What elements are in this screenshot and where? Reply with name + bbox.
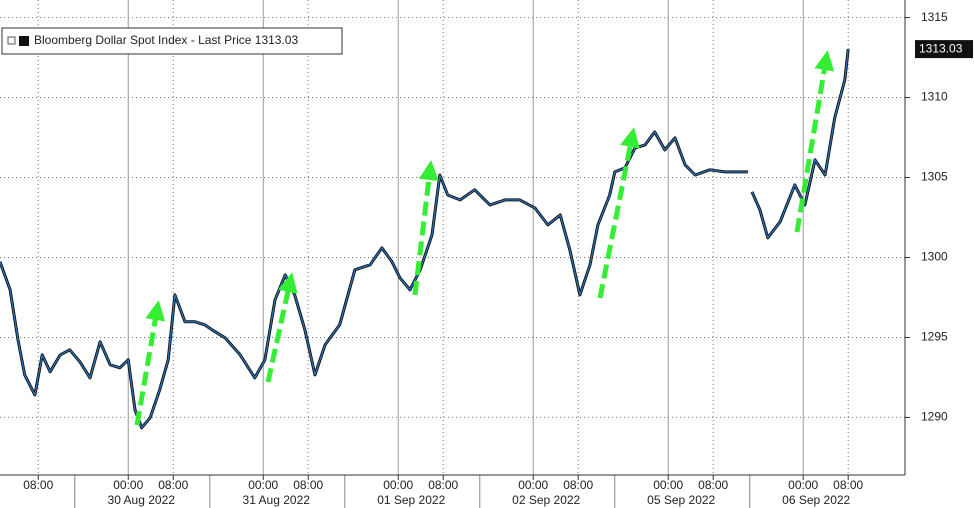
legend-name: Bloomberg Dollar Spot Index - Last Price <box>34 33 252 47</box>
legend-label: Bloomberg Dollar Spot Index - Last Price… <box>34 33 298 47</box>
legend-swatch <box>19 36 29 46</box>
x-tick-label: 08:00 <box>833 478 863 492</box>
arrow <box>265 272 298 383</box>
annotation-arrows <box>134 50 835 426</box>
arrow <box>597 127 640 299</box>
x-tick-label: 00:00 <box>518 478 548 492</box>
y-tick-label: 1300 <box>921 250 948 264</box>
legend-last-value: 1313.03 <box>255 33 299 47</box>
date-label: 01 Sep 2022 <box>377 493 445 507</box>
price-line-shadow <box>0 48 850 430</box>
arrow <box>794 50 835 233</box>
arrow <box>412 160 439 296</box>
y-tick-label: 1295 <box>921 330 948 344</box>
date-label: 30 Aug 2022 <box>108 493 176 507</box>
last-price-tag <box>915 40 973 59</box>
legend: Bloomberg Dollar Spot Index - Last Price… <box>1 27 343 55</box>
legend-box <box>1 27 343 55</box>
date-label: 31 Aug 2022 <box>243 493 311 507</box>
date-label: 02 Sep 2022 <box>512 493 580 507</box>
x-tick-label: 00:00 <box>113 478 143 492</box>
x-tick-label: 00:00 <box>653 478 683 492</box>
y-tick-label: 1290 <box>921 410 948 424</box>
x-tick-label: 08:00 <box>158 478 188 492</box>
date-label: 05 Sep 2022 <box>647 493 715 507</box>
x-tick-label: 08:00 <box>698 478 728 492</box>
y-tick-label: 1315 <box>921 10 948 24</box>
x-tick-label: 00:00 <box>788 478 818 492</box>
x-tick-label: 08:00 <box>563 478 593 492</box>
x-tick-label: 00:00 <box>248 478 278 492</box>
price-line <box>0 49 849 429</box>
x-tick-label: 08:00 <box>23 478 53 492</box>
legend-expand-icon <box>7 36 16 45</box>
y-tick-label: 1305 <box>921 170 948 184</box>
x-tick-label: 08:00 <box>293 478 323 492</box>
x-tick-label: 00:00 <box>383 478 413 492</box>
x-tick-label: 08:00 <box>428 478 458 492</box>
date-label: 06 Sep 2022 <box>782 493 850 507</box>
last-price-label: 1313.03 <box>919 41 963 55</box>
y-tick-label: 1310 <box>921 90 948 104</box>
